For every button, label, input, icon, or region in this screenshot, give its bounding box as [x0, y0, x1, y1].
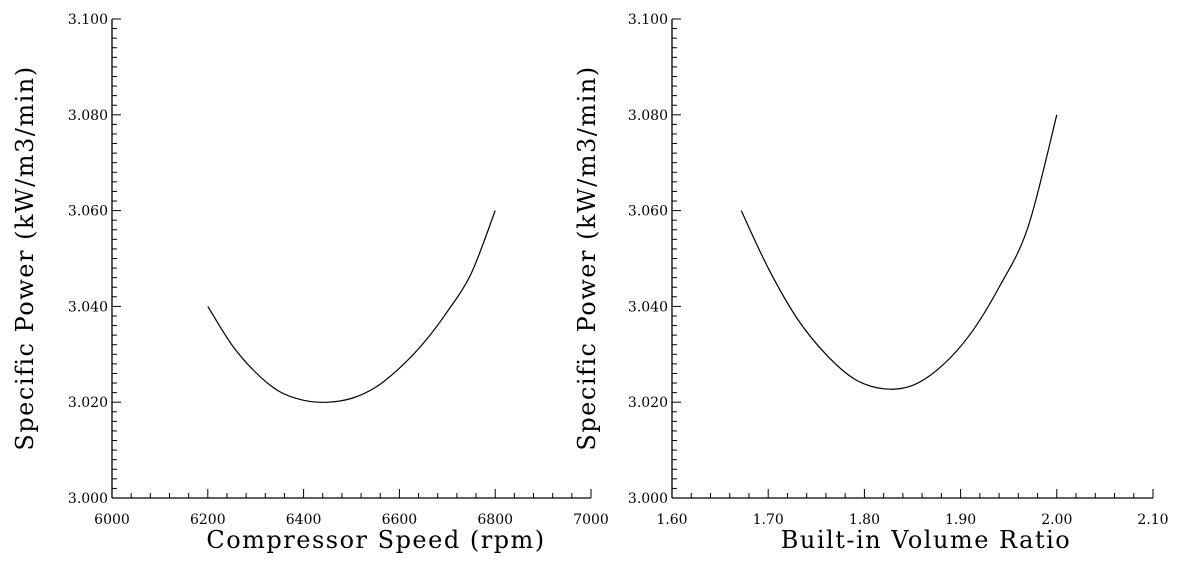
- x-tick-label: 6600: [382, 512, 418, 528]
- x-tick-label: 1.70: [753, 512, 784, 528]
- y-tick-label: 3.040: [628, 299, 668, 315]
- y-axis-title: Specific Power (kW/m3/min): [573, 65, 601, 450]
- x-tick-labels: 6000 6200 6400 6600 6800 7000: [94, 512, 609, 528]
- y-tick-label: 3.000: [628, 491, 668, 507]
- x-tick-label: 2.00: [1041, 512, 1072, 528]
- tick-marks: [671, 18, 1154, 499]
- y-tick-label: 3.000: [68, 491, 108, 507]
- x-tick-labels: 1.60 1.70 1.80 1.90 2.00 2.10: [656, 512, 1168, 528]
- y-tick-label: 3.100: [628, 12, 668, 28]
- x-tick-label: 1.90: [945, 512, 976, 528]
- y-tick-label: 3.060: [68, 204, 108, 220]
- x-tick-label: 6000: [94, 512, 130, 528]
- y-tick-labels: 3.000 3.020 3.040 3.060 3.080 3.100: [628, 12, 668, 507]
- x-tick-label: 1.60: [656, 512, 687, 528]
- y-tick-label: 3.080: [628, 108, 668, 124]
- x-tick-label: 6800: [477, 512, 513, 528]
- x-axis-title: Built-in Volume Ratio: [781, 526, 1071, 554]
- y-tick-label: 3.040: [68, 299, 108, 315]
- tick-marks: [111, 18, 592, 499]
- y-tick-label: 3.080: [68, 108, 108, 124]
- y-tick-label: 3.060: [628, 204, 668, 220]
- x-axis-title: Compressor Speed (rpm): [206, 526, 545, 554]
- x-tick-label: 1.80: [849, 512, 880, 528]
- series-line: [207, 210, 496, 403]
- x-tick-label: 7000: [573, 512, 609, 528]
- x-tick-label: 6400: [286, 512, 322, 528]
- y-tick-label: 3.020: [628, 395, 668, 411]
- y-tick-label: 3.100: [68, 12, 108, 28]
- y-axis-title: Specific Power (kW/m3/min): [11, 65, 39, 450]
- series-line: [740, 114, 1058, 390]
- y-tick-label: 3.020: [68, 395, 108, 411]
- x-tick-label: 6200: [190, 512, 226, 528]
- x-tick-label: 2.10: [1137, 512, 1168, 528]
- y-tick-labels: 3.000 3.020 3.040 3.060 3.080 3.100: [68, 12, 108, 507]
